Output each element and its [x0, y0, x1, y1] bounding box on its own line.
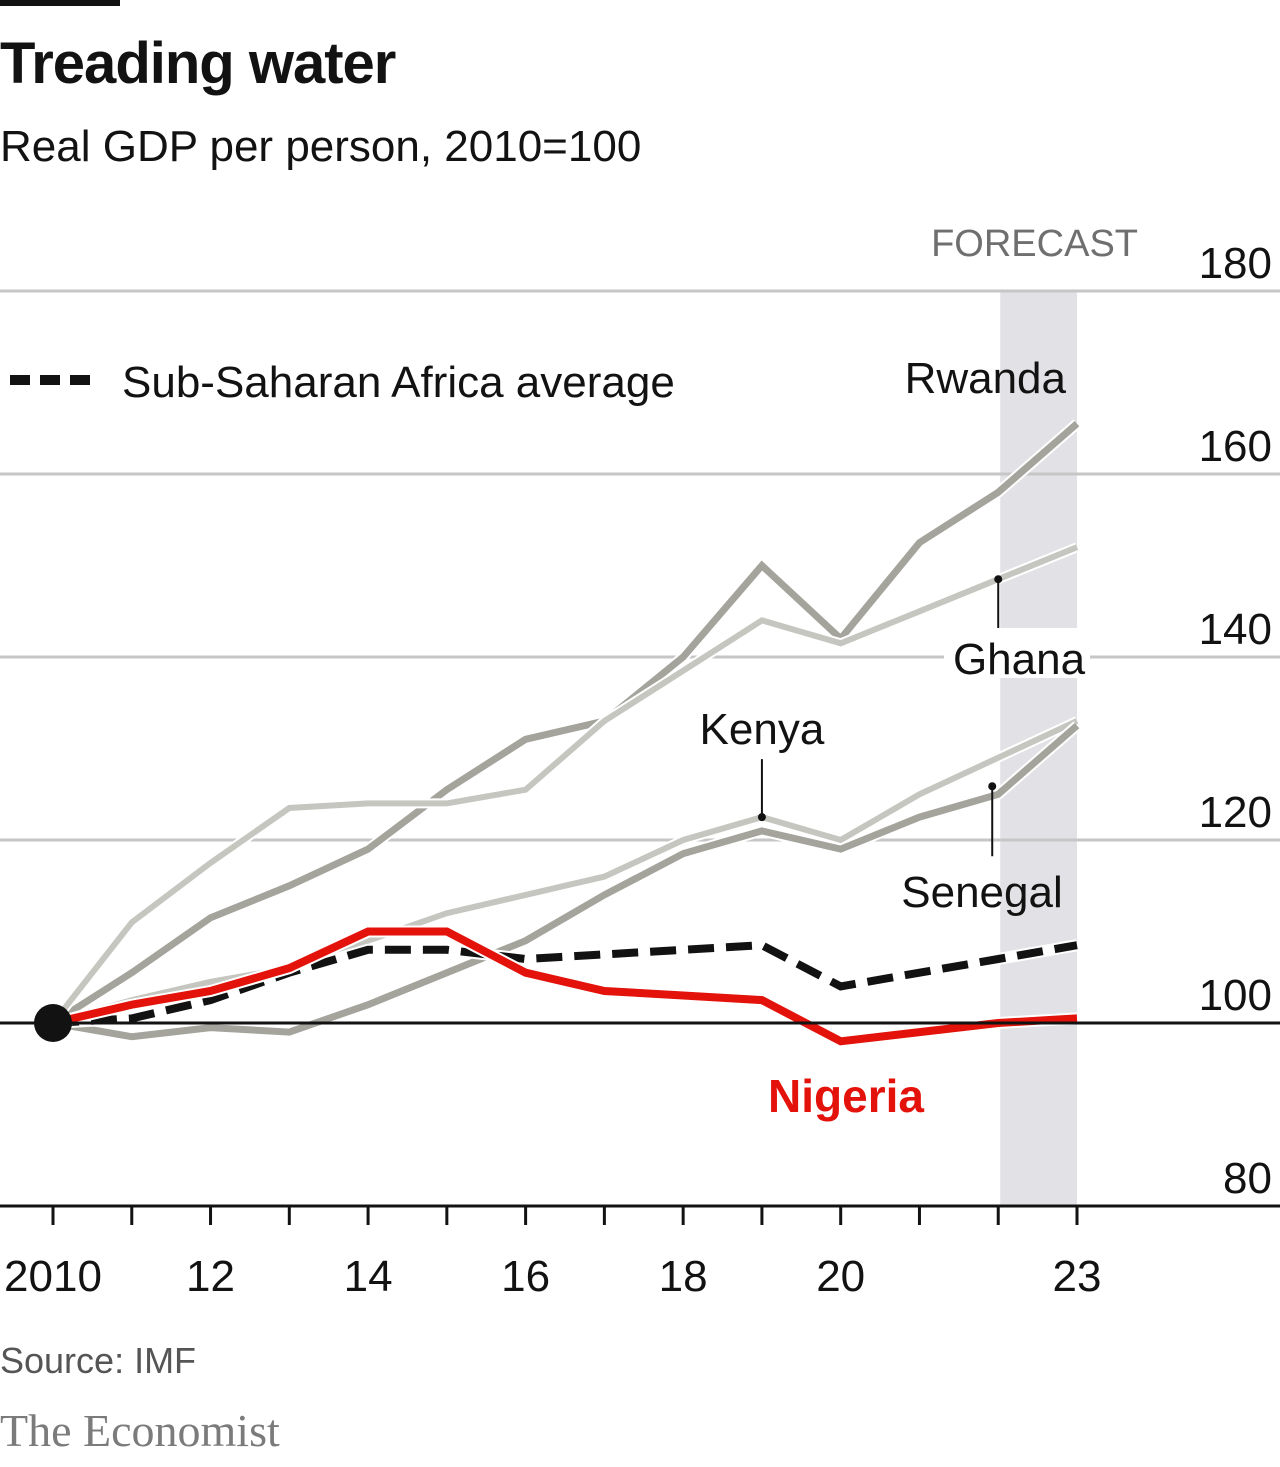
- publisher-logo: The Economist: [0, 1405, 280, 1456]
- x-tick-label: 14: [344, 1252, 393, 1301]
- y-tick-label: 100: [1199, 971, 1272, 1020]
- senegal-leader-dot: [988, 782, 997, 791]
- series-label-nigeria: Nigeria: [768, 1070, 924, 1122]
- y-tick-label: 180: [1199, 239, 1272, 288]
- legend-label: Sub-Saharan Africa average: [122, 358, 675, 407]
- chart-subtitle: Real GDP per person, 2010=100: [0, 122, 642, 171]
- series-outline: [50, 419, 1081, 1028]
- x-tick-label: 16: [501, 1252, 550, 1301]
- x-tick-label: 20: [816, 1252, 865, 1301]
- series-label-rwanda: Rwanda: [905, 354, 1067, 403]
- y-tick-label: 80: [1223, 1154, 1272, 1203]
- series-line-nigeria: [52, 927, 1078, 1046]
- y-tick-label: 140: [1199, 605, 1272, 654]
- x-tick-label: 2010: [4, 1252, 102, 1301]
- x-tick-label: 12: [186, 1252, 235, 1301]
- line-chart: FORECAST 80 100 120 140 160 180 Sub-Saharan Afr…: [0, 223, 1280, 1301]
- chart-title: Treading water: [0, 31, 396, 96]
- kenya-leader-dot: [757, 813, 766, 822]
- ghana-leader-dot: [994, 575, 1003, 584]
- series-line-sub-saharan-africa-average: [52, 941, 1078, 1027]
- start-point-marker: [34, 1004, 72, 1042]
- y-tick-label: 120: [1199, 788, 1272, 837]
- series-line-senegal: [52, 722, 1080, 1041]
- y-tick-label: 160: [1199, 422, 1272, 471]
- forecast-label: FORECAST: [931, 223, 1138, 265]
- ghana-label-backdrop: [944, 628, 1090, 678]
- series-label-senegal: Senegal: [901, 868, 1062, 917]
- series-line-ghana: [50, 544, 1079, 1025]
- series-line-rwanda: [51, 421, 1080, 1026]
- x-tick-label: 18: [659, 1252, 708, 1301]
- series-label-ghana: Ghana: [953, 635, 1086, 684]
- top-accent-bar: [0, 0, 120, 6]
- source-note: Source: IMF: [0, 1340, 197, 1381]
- series-line-kenya: [52, 718, 1079, 1026]
- series-label-kenya: Kenya: [700, 705, 825, 754]
- x-tick-label: 23: [1053, 1252, 1102, 1301]
